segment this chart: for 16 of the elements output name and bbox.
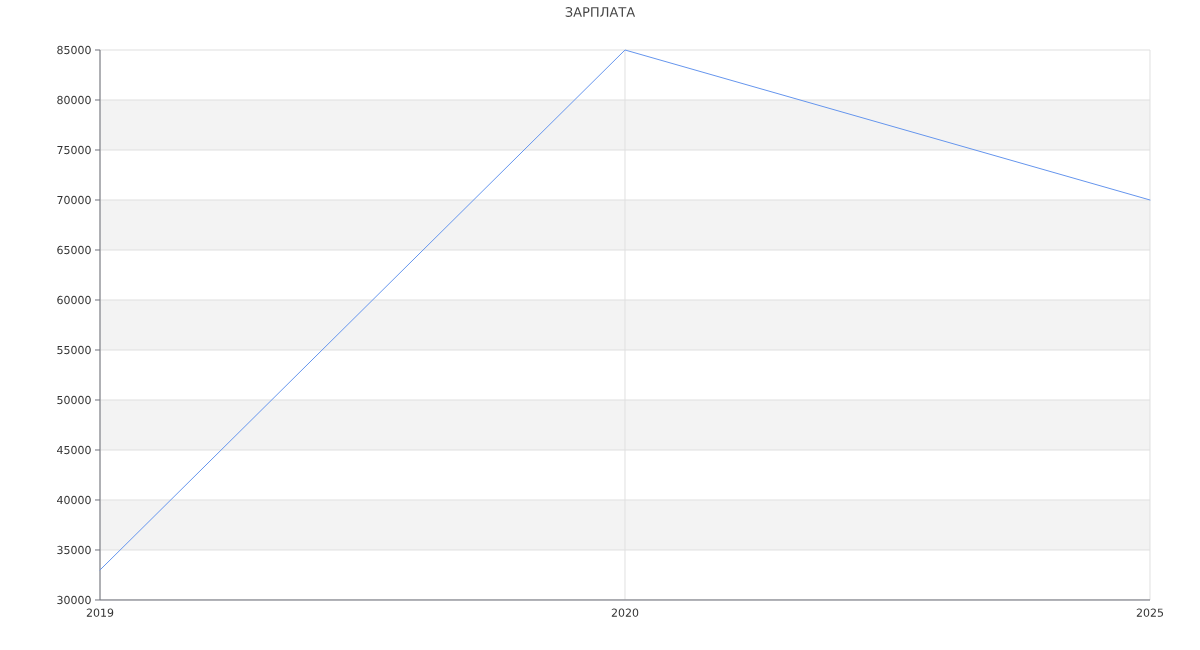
y-tick-label: 80000	[57, 95, 91, 105]
y-tick-label: 85000	[57, 45, 91, 55]
x-tick-label: 2025	[1136, 608, 1164, 617]
y-tick-label: 75000	[57, 145, 91, 155]
y-tick-label: 40000	[57, 495, 91, 505]
y-tick-label: 50000	[57, 395, 91, 405]
chart-title: ЗАРПЛАТА	[565, 7, 636, 17]
y-tick-label: 65000	[57, 245, 91, 255]
x-tick-label: 2020	[611, 608, 639, 617]
y-tick-label: 55000	[57, 345, 91, 355]
y-tick-label: 35000	[57, 545, 91, 555]
y-tick-label: 30000	[57, 595, 91, 605]
y-tick-label: 60000	[57, 295, 91, 305]
x-tick-label: 2019	[86, 608, 114, 617]
y-tick-label: 45000	[57, 445, 91, 455]
y-tick-label: 70000	[57, 195, 91, 205]
